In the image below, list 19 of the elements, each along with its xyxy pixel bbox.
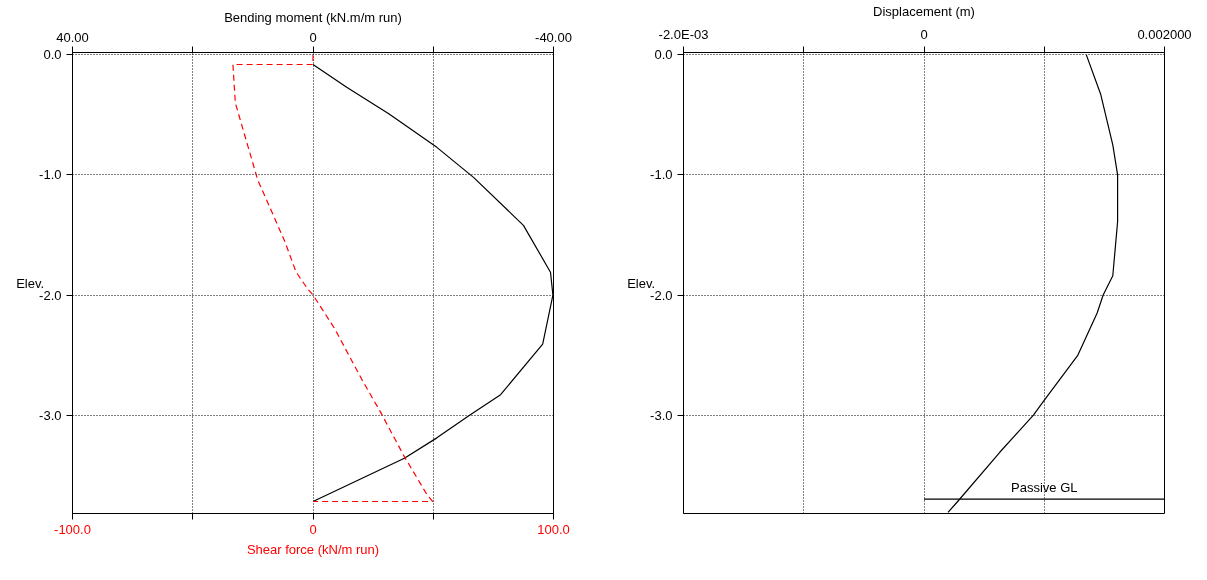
x-tick-label: -100.0 (54, 521, 91, 537)
x-tick-label: 0.002000 (1137, 26, 1192, 42)
y-tick-label: 0.0 (43, 47, 62, 63)
x-tick-label: 0 (309, 521, 317, 537)
x-tick-label: 0 (920, 26, 928, 42)
y-tick-label: -1.0 (650, 167, 673, 183)
y-tick-label: 0.0 (654, 47, 673, 63)
y-tick-label: -3.0 (39, 407, 62, 423)
x-axis-title: Displacement (m) (873, 3, 975, 19)
y-tick-label: -1.0 (39, 167, 62, 183)
x-tick-label: -2.0E-03 (658, 26, 709, 42)
x-tick-label: 100.0 (537, 521, 570, 537)
x2-tick-label: -40.00 (535, 29, 572, 45)
y-tick-label: -3.0 (650, 407, 673, 423)
series-label: Passive GL (1011, 480, 1078, 496)
x2-tick-label: 40.00 (56, 29, 89, 45)
x-axis-title: Shear force (kN/m run) (246, 541, 380, 557)
line-series (232, 54, 434, 503)
x2-axis-title: Bending moment (kN.m/m run) (224, 9, 402, 25)
